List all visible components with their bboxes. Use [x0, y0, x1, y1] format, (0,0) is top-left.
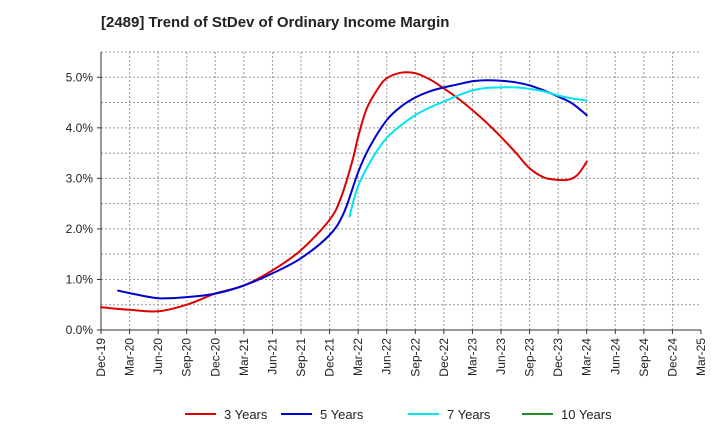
- x-tick-label: Mar-25: [694, 338, 708, 376]
- x-tick-label: Sep-20: [180, 338, 194, 377]
- x-tick-label: Mar-23: [465, 338, 479, 376]
- x-tick-label: Dec-23: [551, 338, 565, 377]
- x-tick-label: Dec-20: [208, 338, 222, 377]
- y-tick-label: 1.0%: [66, 272, 94, 286]
- x-tick-label: Jun-23: [494, 338, 508, 375]
- series-line-5-years: [117, 79, 588, 300]
- series-line-7-years: [348, 86, 588, 218]
- x-tick-label: Sep-22: [408, 338, 422, 377]
- x-tick-label: Jun-20: [151, 338, 165, 375]
- x-tick-label: Mar-20: [123, 338, 137, 376]
- legend-label-3-years: 3 Years: [224, 407, 268, 422]
- chart-title: [2489] Trend of StDev of Ordinary Income…: [101, 14, 450, 31]
- legend-label-5-years: 5 Years: [320, 407, 364, 422]
- legend-label-7-years: 7 Years: [447, 407, 491, 422]
- y-tick-label: 4.0%: [66, 121, 94, 135]
- y-tick-label: 3.0%: [66, 171, 94, 185]
- y-tick-label: 0.0%: [66, 323, 94, 337]
- x-tick-label: Dec-22: [437, 338, 451, 377]
- y-tick-label: 2.0%: [66, 222, 94, 236]
- x-tick-label: Mar-24: [580, 338, 594, 376]
- x-tick-label: Sep-24: [637, 338, 651, 377]
- y-tick-label: 5.0%: [66, 70, 94, 84]
- legend-label-10-years: 10 Years: [561, 407, 612, 422]
- x-tick-label: Jun-22: [380, 338, 394, 375]
- x-tick-label: Sep-21: [294, 338, 308, 377]
- x-tick-label: Jun-24: [608, 338, 622, 375]
- x-tick-label: Dec-21: [323, 338, 337, 377]
- x-tick-label: Dec-19: [94, 338, 108, 377]
- plot-area: [101, 52, 701, 330]
- x-tick-label: Mar-21: [237, 338, 251, 376]
- x-tick-label: Jun-21: [265, 338, 279, 375]
- x-tick-label: Dec-24: [665, 338, 679, 377]
- x-tick-label: Mar-22: [351, 338, 365, 376]
- x-tick-label: Sep-23: [523, 338, 537, 377]
